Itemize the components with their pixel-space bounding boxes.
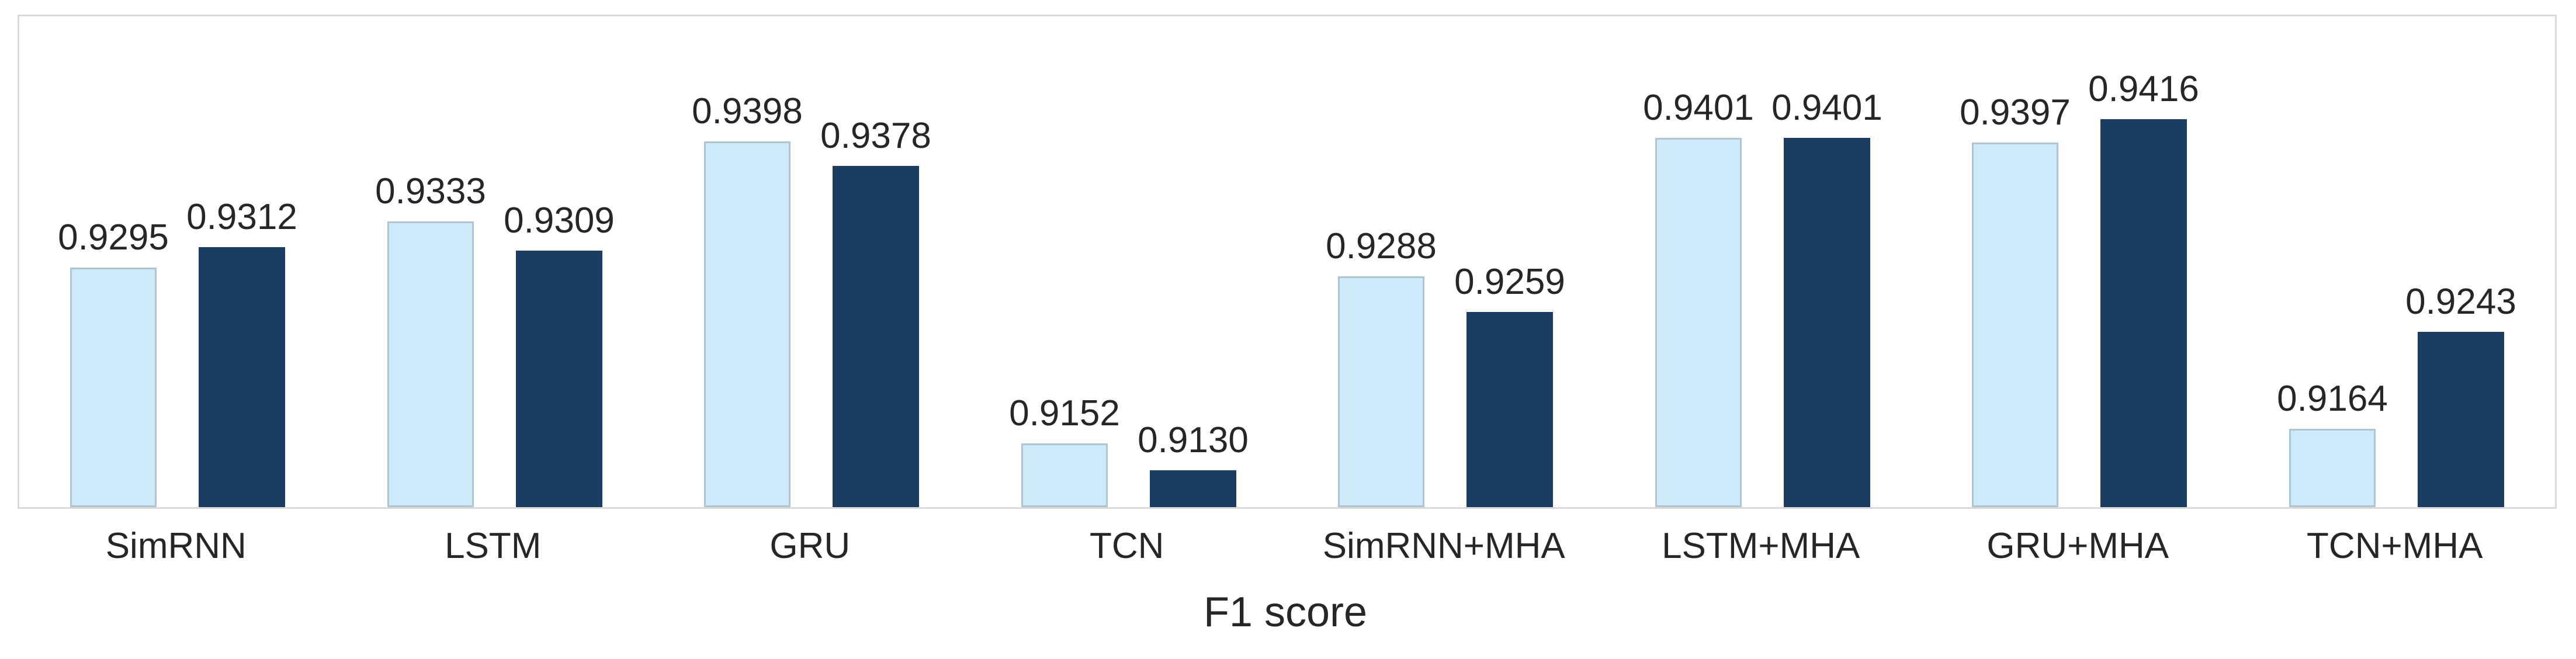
category-label: LSTM bbox=[445, 526, 542, 566]
value-label: 0.9288 bbox=[1326, 226, 1437, 266]
value-label: 0.9416 bbox=[2088, 69, 2199, 109]
value-label: 0.9312 bbox=[186, 197, 297, 237]
bar-series-dark-gru+mha bbox=[2100, 119, 2187, 507]
value-label: 0.9152 bbox=[1009, 393, 1120, 433]
category-label: TCN+MHA bbox=[2307, 526, 2483, 566]
category-label: SimRNN bbox=[105, 526, 247, 566]
value-label: 0.9401 bbox=[1643, 88, 1754, 128]
value-label: 0.9378 bbox=[820, 116, 931, 156]
bar-series-dark-gru bbox=[833, 166, 919, 507]
value-label: 0.9295 bbox=[58, 217, 169, 258]
bar-series-dark-simrnn+mha bbox=[1466, 312, 1553, 507]
value-label: 0.9243 bbox=[2405, 282, 2516, 322]
category-label: LSTM+MHA bbox=[1662, 526, 1860, 566]
category-label: TCN bbox=[1090, 526, 1164, 566]
value-label: 0.9397 bbox=[1960, 92, 2071, 133]
value-label: 0.9259 bbox=[1454, 262, 1565, 302]
value-label: 0.9401 bbox=[1771, 88, 1882, 128]
value-label: 0.9164 bbox=[2277, 379, 2388, 419]
bar-series-dark-tcn+mha bbox=[2418, 332, 2504, 507]
value-label: 0.9333 bbox=[375, 171, 486, 211]
bar-series-light-lstm bbox=[387, 221, 474, 507]
bar-series-light-gru+mha bbox=[1972, 143, 2058, 507]
category-label: GRU bbox=[769, 526, 851, 566]
bar-series-dark-tcn bbox=[1150, 470, 1236, 507]
bar-series-light-simrnn+mha bbox=[1338, 276, 1424, 507]
value-label: 0.9398 bbox=[692, 91, 803, 131]
bar-series-light-tcn+mha bbox=[2289, 429, 2376, 507]
plot-area: 0.9295 0.9312 0.9333 0.9309 0.9398 0.9378 0.91… bbox=[18, 15, 2557, 509]
value-label: 0.9130 bbox=[1138, 420, 1249, 460]
bar-series-light-tcn bbox=[1021, 443, 1108, 507]
bar-series-dark-lstm+mha bbox=[1784, 138, 1870, 507]
x-axis-category-labels: SimRNN LSTM GRU TCN SimRNN+MHA LSTM+MHA GRU+MH… bbox=[18, 525, 2553, 571]
bar-series-dark-simrnn bbox=[199, 247, 285, 507]
bar-series-light-lstm+mha bbox=[1655, 138, 1742, 507]
category-label: SimRNN+MHA bbox=[1322, 526, 1565, 566]
category-label: GRU+MHA bbox=[1986, 526, 2169, 566]
bar-series-light-simrnn bbox=[70, 268, 157, 507]
value-label: 0.9309 bbox=[504, 200, 615, 241]
x-axis-title: F1 score bbox=[1203, 589, 1368, 636]
bar-series-light-gru bbox=[704, 141, 791, 507]
bar-series-dark-lstm bbox=[516, 251, 602, 507]
